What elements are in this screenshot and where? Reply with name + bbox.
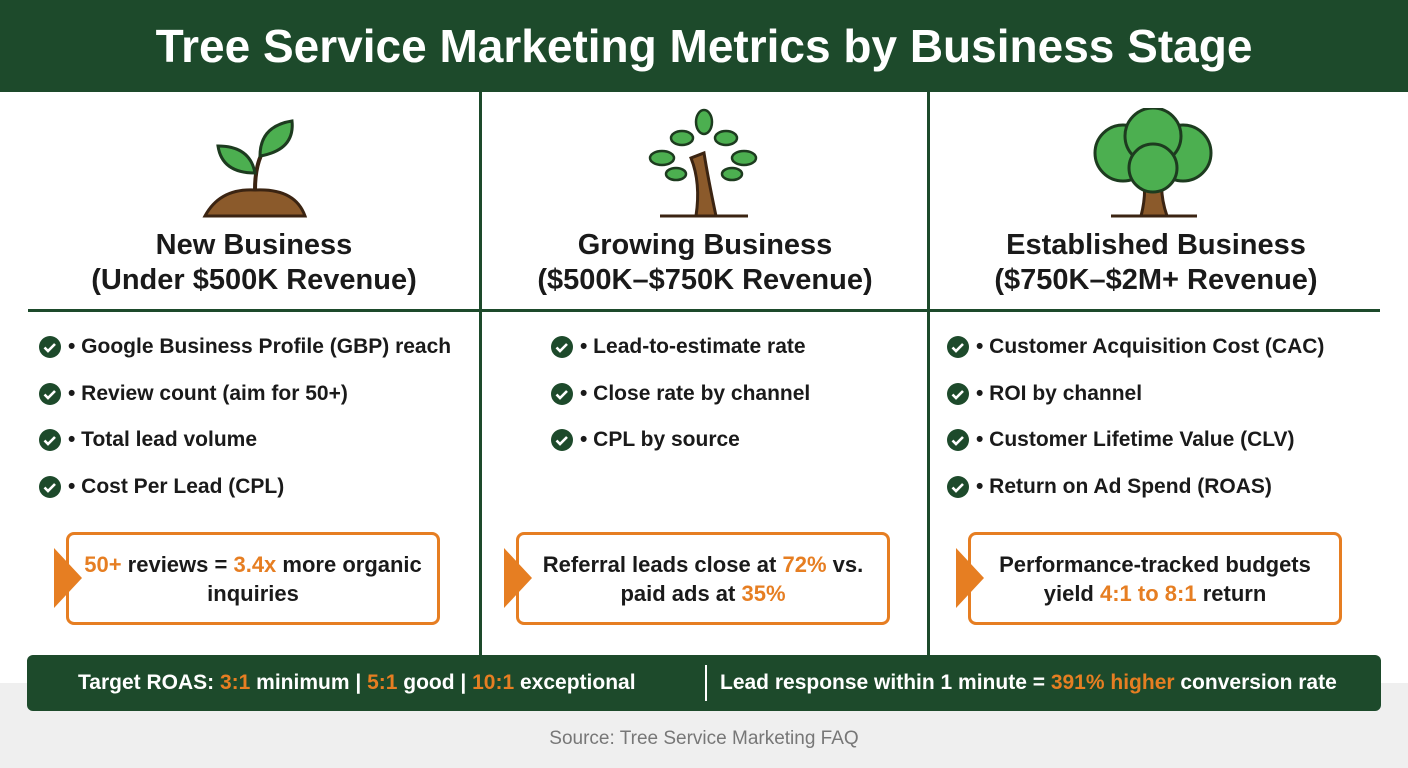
check-icon [551, 336, 573, 358]
text: Referral leads close at [542, 551, 783, 577]
metric-row: • Total lead volume [38, 425, 257, 455]
highlight-text: 3.4x [233, 551, 277, 577]
divider [479, 92, 482, 655]
check-icon [947, 336, 969, 358]
text: good | [397, 671, 473, 694]
metric: • Customer Acquisition Cost (CAC) [976, 335, 1325, 358]
callout-arrow [54, 548, 82, 608]
stage-name: Established Business [1006, 229, 1306, 261]
metric: • Cost Per Lead (CPL) [68, 474, 285, 498]
highlight-text: 3:1 [219, 671, 251, 694]
check-icon [39, 336, 61, 358]
highlight-text: 10:1 [472, 671, 515, 694]
check-icon [551, 382, 573, 405]
callout: 50+ reviews = 3.4x more organic inquirie… [66, 532, 440, 625]
metric: • CPL by source [580, 428, 740, 451]
callout-text: Referral leads close at 72% vs. paid ads… [533, 550, 873, 608]
footer-left: Target ROAS: 3:1 minimum | 5:1 good | 10… [78, 655, 636, 711]
stage-name: Growing Business [577, 229, 833, 261]
callout-text: 50+ reviews = 3.4x more organic inquirie… [83, 550, 423, 608]
metric-row: • Google Business Profile (GBP) reach [38, 332, 451, 362]
check-icon [39, 382, 61, 405]
metric-row: • Customer Lifetime Value (CLV) [946, 425, 1295, 455]
title: Tree Service Marketing Metrics by Busine… [0, 0, 1408, 92]
check-icon [947, 382, 969, 405]
callout: Referral leads close at 72% vs. paid ads… [516, 532, 890, 625]
stage-revenue: ($750K–$2M+ Revenue) [994, 264, 1318, 296]
text: vs. paid ads at [620, 551, 864, 606]
metric: • Review count (aim for 50+) [68, 381, 348, 405]
text: minimum | [250, 671, 368, 694]
metric-row: • Customer Acquisition Cost (CAC) [946, 332, 1324, 362]
text: more organic inquiries [207, 551, 422, 606]
text: Target ROAS: [78, 671, 220, 694]
young-tree-icon [648, 108, 758, 218]
large-tree-icon [1093, 108, 1213, 218]
metric-row: • Review count (aim for 50+) [38, 379, 348, 409]
text: Lead response within 1 minute = [720, 671, 1051, 694]
highlight-text: 72% [782, 551, 827, 577]
metric-row: • Lead-to-estimate rate [550, 332, 806, 362]
text: conversion rate [1174, 671, 1337, 694]
callout-arrow [504, 548, 532, 608]
check-icon [947, 429, 969, 451]
callout: Performance-tracked budgets yield 4:1 to… [968, 532, 1342, 625]
source: Source: Tree Service Marketing FAQ [549, 728, 859, 749]
callout-text: Performance-tracked budgets yield 4:1 to… [985, 550, 1325, 608]
metric: • Lead-to-estimate rate [580, 335, 806, 358]
highlight-text: 35% [741, 580, 786, 606]
divider [28, 309, 1380, 312]
footer-right: Lead response within 1 minute = 391% hig… [720, 655, 1337, 711]
highlight-text: 50+ [84, 551, 122, 577]
sprout-icon [202, 119, 308, 218]
metric-row: • CPL by source [550, 425, 740, 455]
metric: • Customer Lifetime Value (CLV) [976, 428, 1295, 451]
metric-row: • Close rate by channel [550, 379, 810, 409]
stage-name: New Business [155, 229, 353, 261]
metric-row: • Return on Ad Spend (ROAS) [946, 472, 1272, 502]
metric: • Total lead volume [68, 428, 257, 451]
text: Performance-tracked budgets yield [999, 551, 1311, 606]
metric-row: • ROI by channel [946, 379, 1142, 409]
metric: • Google Business Profile (GBP) reach [68, 335, 452, 358]
text: return [1196, 580, 1267, 606]
check-icon [551, 429, 573, 451]
metric: • ROI by channel [976, 381, 1143, 405]
highlight-text: 5:1 [367, 671, 398, 694]
highlight-text: 4:1 to 8:1 [1099, 580, 1197, 606]
highlight-text: 391% higher [1050, 671, 1175, 694]
check-icon [39, 475, 61, 498]
check-icon [39, 429, 61, 451]
text: exceptional [514, 671, 636, 694]
divider [927, 92, 930, 655]
metric: • Close rate by channel [580, 381, 811, 405]
check-icon [947, 475, 969, 498]
text: reviews = [121, 551, 234, 577]
stage-revenue: (Under $500K Revenue) [91, 264, 417, 296]
metric: • Return on Ad Spend (ROAS) [976, 474, 1272, 498]
callout-arrow [956, 548, 984, 608]
metric-row: • Cost Per Lead (CPL) [38, 472, 284, 502]
footer-divider [705, 665, 707, 701]
footer-bar [27, 655, 1381, 711]
stage-revenue: ($500K–$750K Revenue) [537, 264, 873, 296]
